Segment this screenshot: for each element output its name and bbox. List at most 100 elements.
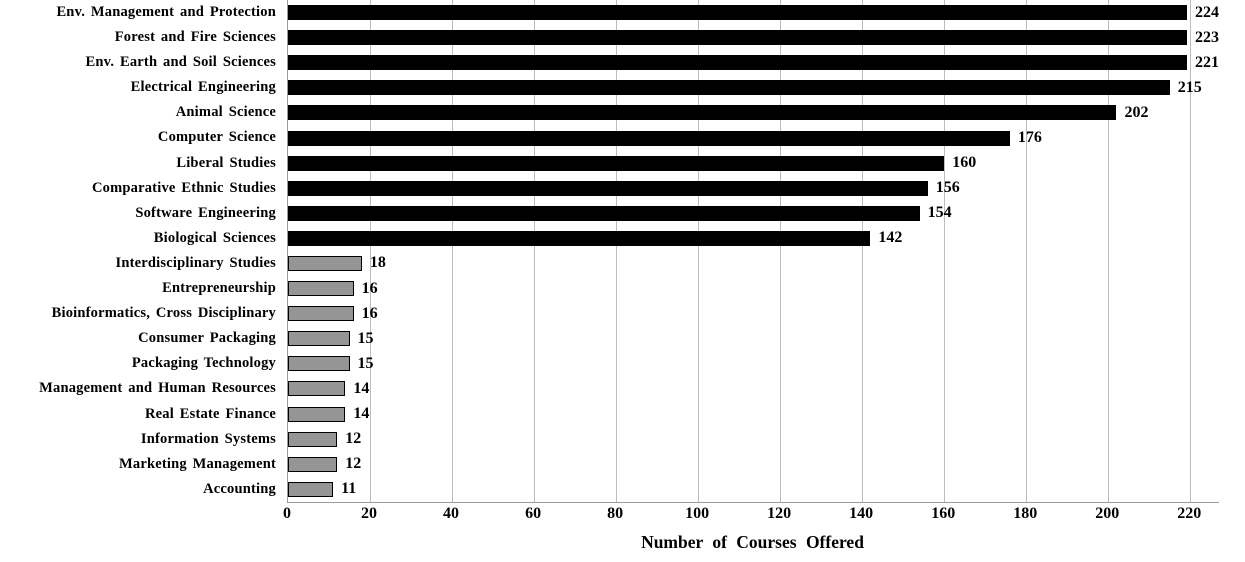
category-label: Consumer Packaging bbox=[138, 330, 276, 347]
bar-row: 11 bbox=[288, 477, 1219, 502]
x-axis-tick-label: 140 bbox=[849, 505, 874, 522]
x-axis-tick-label: 120 bbox=[767, 505, 792, 522]
category-labels: Env. Management and Protection Forest and… bbox=[0, 0, 276, 502]
x-axis-title: Number of Courses Offered bbox=[641, 532, 864, 552]
bar-row: 156 bbox=[288, 176, 1219, 201]
bar-value-label: 12 bbox=[345, 455, 362, 473]
x-axis-tick-label: 100 bbox=[685, 505, 710, 522]
bar bbox=[288, 155, 945, 171]
gridline bbox=[1190, 0, 1192, 502]
bar-value-label: 160 bbox=[952, 154, 977, 172]
x-axis-tick-label: 0 bbox=[283, 505, 291, 522]
x-axis-tick-label: 160 bbox=[931, 505, 956, 522]
category-label: Bioinformatics, Cross Disciplinary bbox=[51, 305, 276, 322]
x-axis-tick-label: 180 bbox=[1013, 505, 1038, 522]
bar-row: 14 bbox=[288, 376, 1219, 401]
bar-value-label: 12 bbox=[345, 430, 362, 448]
bar-row: 16 bbox=[288, 276, 1219, 301]
bar-row: 224 bbox=[288, 0, 1219, 25]
category-label: Env. Earth and Soil Sciences bbox=[85, 54, 276, 71]
bar-value-label: 142 bbox=[878, 229, 903, 247]
bar bbox=[288, 205, 920, 221]
category-label: Electrical Engineering bbox=[130, 79, 276, 96]
bar-row: 221 bbox=[288, 50, 1219, 75]
bar-row: 16 bbox=[288, 301, 1219, 326]
gridline bbox=[862, 0, 864, 502]
bar bbox=[288, 331, 350, 347]
bar-row: 202 bbox=[288, 100, 1219, 125]
bar-value-label: 15 bbox=[357, 329, 374, 347]
bar-row: 176 bbox=[288, 125, 1219, 150]
x-axis-tick-label: 40 bbox=[443, 505, 460, 522]
gridline bbox=[616, 0, 618, 502]
bar-value-label: 224 bbox=[1195, 3, 1219, 21]
category-label: Animal Science bbox=[175, 104, 276, 121]
bar bbox=[288, 180, 928, 196]
x-axis-tick-label: 80 bbox=[607, 505, 624, 522]
bar-value-label: 14 bbox=[353, 379, 370, 397]
bar-row: 215 bbox=[288, 75, 1219, 100]
category-label: Comparative Ethnic Studies bbox=[91, 179, 276, 196]
gridline bbox=[944, 0, 946, 502]
x-axis-tick-label: 60 bbox=[525, 505, 542, 522]
category-label: Accounting bbox=[203, 480, 276, 497]
bar bbox=[288, 406, 346, 422]
bar bbox=[288, 5, 1187, 21]
bar bbox=[288, 281, 354, 297]
bar-row: 12 bbox=[288, 427, 1219, 452]
category-label: Forest and Fire Sciences bbox=[114, 29, 276, 46]
bar-row: 223 bbox=[288, 25, 1219, 50]
bar-value-label: 176 bbox=[1017, 129, 1042, 147]
bar bbox=[288, 30, 1187, 46]
x-axis-ticks: 0 20 40 60 80 100 120 140 160 180 200 220 bbox=[283, 505, 1218, 531]
plot-area: 224 223 221 215 202 176 160 156 154 142 18 16 16 15 15… bbox=[287, 0, 1219, 503]
category-label: Biological Sciences bbox=[153, 229, 276, 246]
category-label: Liberal Studies bbox=[176, 154, 276, 171]
bar-value-label: 16 bbox=[361, 279, 378, 297]
bar-value-label: 221 bbox=[1195, 53, 1219, 71]
bar bbox=[288, 230, 871, 246]
bar-value-label: 215 bbox=[1177, 78, 1202, 96]
category-label: Computer Science bbox=[157, 129, 276, 146]
x-axis-tick-label: 200 bbox=[1095, 505, 1120, 522]
bar-value-label: 15 bbox=[357, 354, 374, 372]
category-label: Interdisciplinary Studies bbox=[115, 254, 276, 271]
gridline bbox=[1026, 0, 1028, 502]
bar-value-label: 156 bbox=[935, 179, 960, 197]
bar-row: 18 bbox=[288, 251, 1219, 276]
category-label: Information Systems bbox=[140, 430, 276, 447]
gridline bbox=[1108, 0, 1110, 502]
bar bbox=[288, 255, 362, 271]
gridline bbox=[534, 0, 536, 502]
bar bbox=[288, 55, 1187, 71]
category-label: Real Estate Finance bbox=[144, 405, 276, 422]
gridline bbox=[452, 0, 454, 502]
category-label: Packaging Technology bbox=[131, 355, 276, 372]
bar bbox=[288, 431, 338, 447]
category-label: Management and Human Resources bbox=[39, 380, 276, 397]
bar-row: 14 bbox=[288, 402, 1219, 427]
gridline bbox=[780, 0, 782, 502]
bar-value-label: 154 bbox=[927, 204, 952, 222]
gridline bbox=[370, 0, 372, 502]
bar bbox=[288, 481, 334, 497]
bar-row: 12 bbox=[288, 452, 1219, 477]
bar bbox=[288, 105, 1117, 121]
bar bbox=[288, 381, 346, 397]
bar-value-label: 16 bbox=[361, 304, 378, 322]
bar-row: 154 bbox=[288, 201, 1219, 226]
x-axis-tick-label: 20 bbox=[361, 505, 378, 522]
bar-value-label: 18 bbox=[369, 254, 386, 272]
bar-value-label: 11 bbox=[341, 480, 357, 498]
bar-value-label: 223 bbox=[1195, 28, 1219, 46]
bar bbox=[288, 130, 1010, 146]
bar-value-label: 14 bbox=[353, 405, 370, 423]
bar-row: 15 bbox=[288, 326, 1219, 351]
bar bbox=[288, 306, 354, 322]
gridline bbox=[698, 0, 700, 502]
bar bbox=[288, 356, 350, 372]
bar-value-label: 202 bbox=[1124, 103, 1149, 121]
category-label: Env. Management and Protection bbox=[56, 4, 276, 20]
bar bbox=[288, 80, 1170, 96]
